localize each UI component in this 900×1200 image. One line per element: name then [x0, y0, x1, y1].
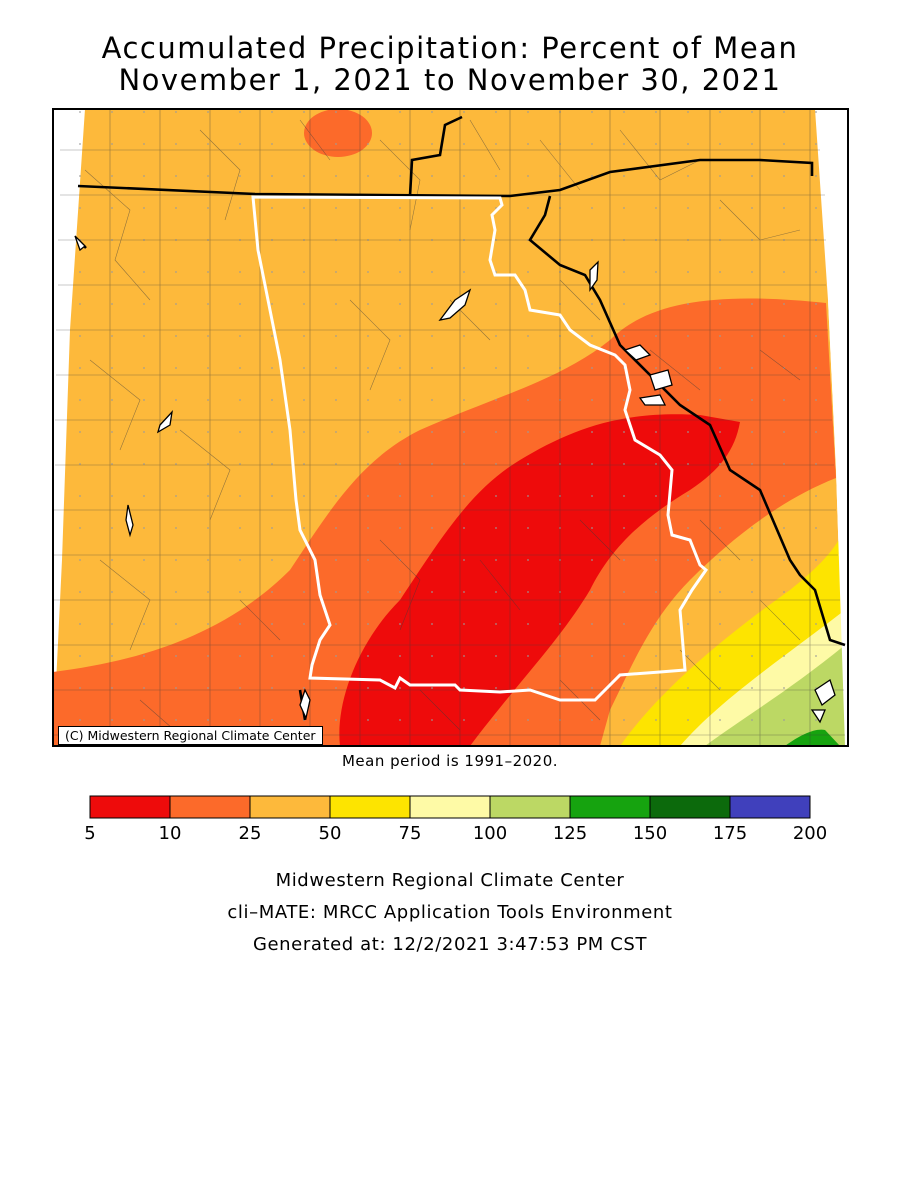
legend-tick-label: 25 [238, 823, 262, 844]
legend-swatch-3 [249, 795, 331, 819]
legend-swatch-6 [489, 795, 571, 819]
legend-tick-label: 200 [792, 823, 828, 844]
legend-tick-label: 50 [318, 823, 342, 844]
legend-swatch-5 [409, 795, 491, 819]
legend-tick-label: 150 [632, 823, 668, 844]
legend-swatch-7 [569, 795, 651, 819]
mean-period-note: Mean period is 1991–2020. [341, 752, 559, 770]
highlighted-state-outline [251, 195, 709, 702]
legend-tick-label: 175 [712, 823, 748, 844]
legend-swatch-9 [729, 795, 811, 819]
map-canvas [53, 109, 848, 746]
map-title: Accumulated Precipitation: Percent of Me… [101, 31, 799, 65]
legend-tick-label: 75 [398, 823, 422, 844]
legend-color-bar [89, 795, 811, 819]
credit-generated-at: Generated at: 12/2/2021 3:47:53 PM CST [252, 934, 648, 955]
legend-tick-label: 5 [84, 823, 96, 844]
legend-swatch-4 [329, 795, 411, 819]
map-date-range: November 1, 2021 to November 30, 2021 [118, 63, 782, 97]
legend-tick-label: 100 [472, 823, 508, 844]
legend-swatch-8 [649, 795, 731, 819]
legend-tick-label: 125 [552, 823, 588, 844]
credit-tool: cli–MATE: MRCC Application Tools Environ… [227, 902, 673, 923]
credit-organization: Midwestern Regional Climate Center [275, 870, 625, 891]
map-frame [52, 108, 849, 747]
legend-swatch-2 [169, 795, 251, 819]
copyright-label: (C) Midwestern Regional Climate Center [58, 726, 323, 745]
legend-tick-label: 10 [158, 823, 182, 844]
water-bodies [74, 235, 836, 724]
legend-swatch-1 [89, 795, 171, 819]
